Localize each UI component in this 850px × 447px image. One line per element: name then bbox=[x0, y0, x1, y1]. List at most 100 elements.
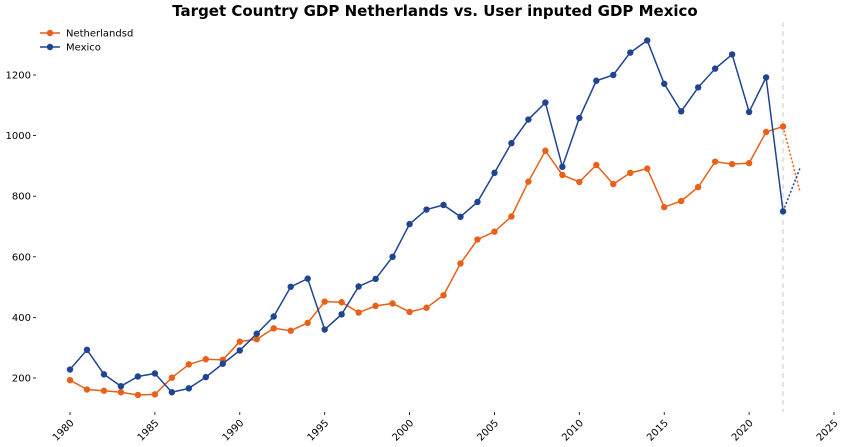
data-point bbox=[593, 77, 600, 84]
data-point bbox=[372, 275, 379, 283]
data-point bbox=[474, 198, 481, 206]
data-point bbox=[508, 213, 515, 220]
data-point bbox=[474, 236, 481, 243]
x-tick-label: 1995 bbox=[306, 418, 332, 444]
data-point bbox=[440, 292, 447, 299]
y-tick-label: 1000 bbox=[6, 131, 31, 142]
data-point bbox=[253, 330, 260, 337]
data-point bbox=[100, 387, 108, 394]
data-point bbox=[745, 159, 753, 167]
data-point bbox=[627, 49, 634, 56]
data-point bbox=[711, 158, 719, 165]
data-point bbox=[644, 165, 651, 172]
legend-marker bbox=[46, 29, 54, 37]
x-tick-label: 2025 bbox=[815, 418, 841, 444]
data-point bbox=[372, 302, 379, 310]
data-point bbox=[542, 147, 549, 154]
data-point bbox=[491, 169, 498, 177]
series-line bbox=[69, 125, 784, 396]
x-tick-label: 2005 bbox=[475, 418, 501, 444]
data-point bbox=[168, 389, 176, 396]
data-point bbox=[406, 220, 413, 228]
data-point bbox=[525, 116, 532, 123]
data-point bbox=[678, 108, 685, 115]
data-point bbox=[694, 84, 702, 91]
data-point bbox=[236, 338, 243, 345]
data-point bbox=[423, 206, 430, 213]
data-point bbox=[661, 80, 668, 87]
y-tick-label: 600 bbox=[12, 252, 31, 263]
data-point bbox=[202, 373, 210, 381]
data-point bbox=[134, 373, 142, 380]
data-point bbox=[151, 391, 159, 398]
legend: Netherlandsd Mexico bbox=[40, 29, 133, 54]
series-line bbox=[69, 39, 784, 394]
data-point bbox=[711, 65, 719, 72]
data-point bbox=[168, 374, 176, 381]
x-tick-label: 2015 bbox=[645, 418, 671, 444]
data-point bbox=[287, 327, 294, 334]
data-point bbox=[389, 300, 396, 307]
data-point bbox=[576, 114, 583, 122]
data-point bbox=[728, 160, 736, 168]
data-point bbox=[728, 51, 736, 58]
data-point bbox=[100, 371, 108, 378]
data-point bbox=[151, 370, 159, 377]
data-point bbox=[253, 336, 260, 343]
series-netherlandsd bbox=[66, 123, 801, 399]
data-point bbox=[559, 171, 566, 179]
data-point bbox=[457, 213, 464, 221]
x-tick-label: 1990 bbox=[221, 418, 247, 444]
series-mexico bbox=[66, 37, 801, 396]
forecast-line bbox=[782, 167, 801, 212]
data-point bbox=[321, 298, 328, 305]
data-point bbox=[610, 180, 617, 188]
y-tick-label: 200 bbox=[12, 374, 31, 385]
data-point bbox=[117, 382, 125, 390]
data-point bbox=[779, 208, 787, 215]
data-point bbox=[287, 283, 294, 290]
data-point bbox=[694, 183, 702, 191]
data-point bbox=[185, 385, 193, 392]
chart-title: Target Country GDP Netherlands vs. User … bbox=[172, 2, 697, 20]
series-layer bbox=[66, 37, 801, 399]
data-point bbox=[83, 386, 91, 393]
data-point bbox=[593, 161, 600, 169]
data-point bbox=[83, 346, 91, 354]
data-point bbox=[559, 163, 566, 171]
x-axis: 1980 1985 1990 1995 2000 2005 2010 2015 2020 2025 bbox=[51, 412, 841, 444]
x-tick-label: 1985 bbox=[136, 418, 162, 444]
data-point bbox=[779, 123, 787, 130]
x-tick-label: 2000 bbox=[390, 418, 416, 444]
data-point bbox=[457, 260, 464, 267]
legend-marker bbox=[46, 43, 54, 51]
data-point bbox=[762, 74, 770, 81]
data-point bbox=[66, 366, 74, 373]
data-point bbox=[304, 319, 311, 327]
y-tick-label: 800 bbox=[12, 192, 31, 203]
data-point bbox=[525, 178, 532, 185]
data-point bbox=[134, 391, 142, 399]
data-point bbox=[304, 275, 311, 282]
data-point bbox=[117, 389, 125, 396]
data-point bbox=[627, 169, 634, 177]
data-point bbox=[389, 253, 396, 260]
data-point bbox=[270, 313, 277, 320]
data-point bbox=[270, 325, 277, 332]
data-point bbox=[440, 201, 447, 209]
data-point bbox=[338, 311, 345, 318]
y-tick-label: 400 bbox=[12, 313, 31, 324]
data-point bbox=[508, 139, 515, 147]
data-point bbox=[236, 347, 243, 354]
y-tick-label: 1200 bbox=[6, 71, 31, 82]
data-point bbox=[745, 108, 753, 116]
x-tick-label: 2010 bbox=[560, 418, 586, 444]
data-point bbox=[406, 308, 413, 316]
data-point bbox=[355, 283, 362, 290]
data-point bbox=[762, 128, 770, 136]
data-point bbox=[321, 326, 328, 333]
data-point bbox=[338, 299, 345, 306]
y-axis: 200 400 600 800 1000 1200 bbox=[6, 71, 36, 385]
data-point bbox=[644, 37, 651, 44]
forecast-line bbox=[782, 126, 801, 192]
